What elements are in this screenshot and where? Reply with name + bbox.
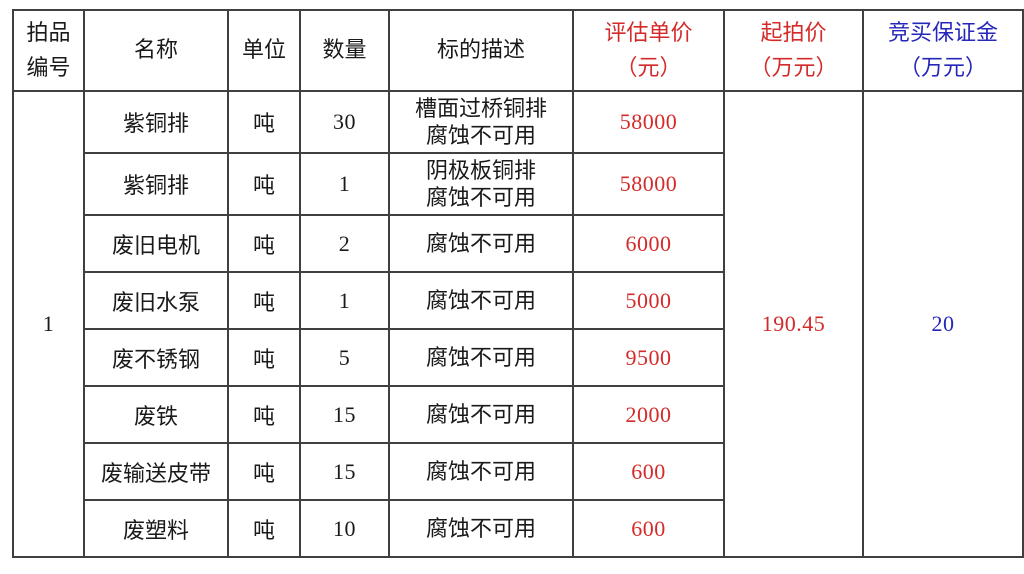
cell-appraised-unit-price: 600 <box>572 499 725 558</box>
description-line: 腐蚀不可用 <box>425 230 536 256</box>
cell-appraised-unit-price: 58000 <box>572 152 725 216</box>
description-line: 腐蚀不可用 <box>425 401 536 427</box>
cell-item-name: 废旧电机 <box>83 214 229 273</box>
cell-unit: 吨 <box>227 90 301 154</box>
cell-item-name: 废不锈钢 <box>83 328 229 387</box>
header-label-line: 数量 <box>322 37 367 63</box>
table-row: 废输送皮带 吨 15 腐蚀不可用 600 <box>13 442 1023 501</box>
cell-quantity: 15 <box>299 442 390 501</box>
cell-appraised-unit-price: 2000 <box>572 385 725 444</box>
cell-description: 腐蚀不可用 <box>388 499 574 558</box>
table-row: 废不锈钢 吨 5 腐蚀不可用 9500 <box>13 328 1023 387</box>
cell-quantity: 10 <box>299 499 390 558</box>
cell-description: 阴极板铜排 腐蚀不可用 <box>388 152 574 216</box>
cell-appraised-unit-price: 5000 <box>572 271 725 330</box>
table-row: 废塑料 吨 10 腐蚀不可用 600 <box>13 499 1023 558</box>
cell-appraised-unit-price: 58000 <box>572 90 725 154</box>
cell-description: 腐蚀不可用 <box>388 214 574 273</box>
header-label-line: 单位 <box>241 37 286 63</box>
cell-quantity: 30 <box>299 90 390 154</box>
header-label-line: 标的描述 <box>436 37 525 63</box>
table-row: 1 紫铜排 吨 30 槽面过桥铜排 腐蚀不可用 58000 190.45 20 <box>12 90 1024 558</box>
header-label-line: 名称 <box>133 37 178 63</box>
cell-quantity: 1 <box>299 271 390 330</box>
header-appraised-unit-price: 评估单价 （元） <box>572 9 725 92</box>
header-label-line: 编号 <box>26 54 71 80</box>
cell-quantity: 2 <box>299 214 390 273</box>
cell-item-name: 废铁 <box>83 385 229 444</box>
cell-quantity: 1 <box>299 152 390 216</box>
description-line: 阴极板铜排 <box>425 157 536 183</box>
description-line: 腐蚀不可用 <box>425 123 536 148</box>
cell-quantity: 5 <box>299 328 390 387</box>
cell-description: 腐蚀不可用 <box>388 271 574 330</box>
table-row: 紫铜排 吨 1 阴极板铜排 腐蚀不可用 58000 <box>13 152 1023 216</box>
cell-appraised-unit-price: 6000 <box>572 214 725 273</box>
header-label-line: （万元） <box>898 54 987 80</box>
header-label-line: 起拍价 <box>760 20 827 46</box>
cell-unit: 吨 <box>227 385 301 444</box>
cell-quantity: 15 <box>299 385 390 444</box>
cell-unit: 吨 <box>227 328 301 387</box>
cell-item-name: 紫铜排 <box>83 152 229 216</box>
cell-bid-deposit: 20 <box>862 90 1024 558</box>
header-row: 拍品 编号 名称 单位 数量 标的描述 <box>12 9 1024 92</box>
table-row: 废旧电机 吨 2 腐蚀不可用 6000 <box>13 214 1023 273</box>
header-bid-deposit: 竞买保证金 （万元） <box>862 9 1024 92</box>
cell-starting-price: 190.45 <box>723 90 864 558</box>
cell-description: 槽面过桥铜排 腐蚀不可用 <box>388 90 574 154</box>
description-line: 腐蚀不可用 <box>425 458 536 484</box>
cell-appraised-unit-price: 9500 <box>572 328 725 387</box>
cell-unit: 吨 <box>227 214 301 273</box>
description-line: 腐蚀不可用 <box>425 287 536 313</box>
header-description: 标的描述 <box>388 9 574 92</box>
cell-unit: 吨 <box>227 442 301 501</box>
description-line: 腐蚀不可用 <box>425 344 536 370</box>
header-starting-price: 起拍价 （万元） <box>723 9 864 92</box>
header-label-line: 竞买保证金 <box>887 20 998 46</box>
cell-unit: 吨 <box>227 271 301 330</box>
header-quantity: 数量 <box>299 9 390 92</box>
cell-item-name: 废输送皮带 <box>83 442 229 501</box>
table-row: 废铁 吨 15 腐蚀不可用 2000 <box>13 385 1023 444</box>
cell-description: 腐蚀不可用 <box>388 328 574 387</box>
cell-description: 腐蚀不可用 <box>388 442 574 501</box>
cell-item-name: 废旧水泵 <box>83 271 229 330</box>
description-line: 槽面过桥铜排 <box>414 95 547 121</box>
cell-item-name: 废塑料 <box>83 499 229 558</box>
cell-lot-number: 1 <box>12 90 85 558</box>
cell-item-name: 紫铜排 <box>83 90 229 154</box>
cell-unit: 吨 <box>227 152 301 216</box>
header-label-line: （元） <box>615 54 682 80</box>
description-line: 腐蚀不可用 <box>425 185 536 210</box>
header-label-line: （万元） <box>749 54 838 80</box>
header-label-line: 拍品 <box>26 20 71 46</box>
header-unit: 单位 <box>227 9 301 92</box>
cell-description: 腐蚀不可用 <box>388 385 574 444</box>
header-label-line: 评估单价 <box>604 20 693 46</box>
cell-appraised-unit-price: 600 <box>572 442 725 501</box>
table-row: 废旧水泵 吨 1 腐蚀不可用 5000 <box>13 271 1023 330</box>
description-line: 腐蚀不可用 <box>425 515 536 541</box>
cell-unit: 吨 <box>227 499 301 558</box>
header-name: 名称 <box>83 9 229 92</box>
auction-lot-table: 拍品 编号 名称 单位 数量 标的描述 <box>12 9 1024 558</box>
header-item-number: 拍品 编号 <box>12 9 85 92</box>
